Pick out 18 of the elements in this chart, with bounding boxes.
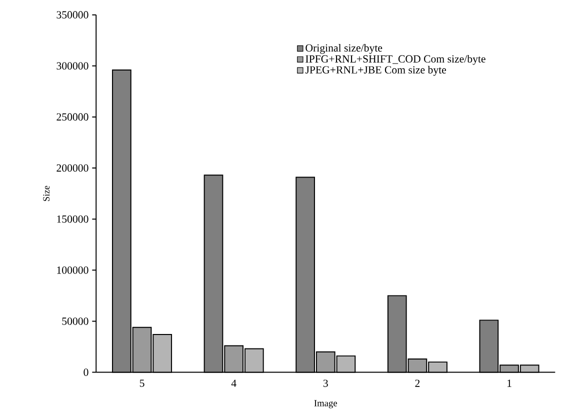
y-tick-label: 100000 (57, 266, 88, 274)
y-tick-label: 150000 (57, 216, 88, 223)
y-tick-label: 300000 (56, 62, 88, 70)
y-tick-label: 200000 (56, 164, 88, 172)
x-tick-label: 2 (415, 380, 420, 388)
x-tick-label: 3 (323, 380, 328, 388)
y-tick-label: 350000 (56, 11, 88, 19)
x-tick-label: 4 (231, 380, 236, 388)
y-tick-label: 250000 (56, 114, 88, 121)
y-axis-title: Size (43, 186, 50, 202)
legend-label: IPFG+RNL+SHIFT_COD Com size/byte (306, 55, 486, 65)
x-tick-label: 1 (508, 380, 512, 388)
y-tick-label: 50000 (62, 318, 88, 326)
x-axis-title: Image (314, 400, 337, 408)
x-tick-label: 5 (140, 380, 144, 388)
y-tick-label: 0 (84, 368, 88, 376)
legend-label: JPEG+RNL+JBE Com size byte (305, 66, 446, 76)
legend-label: Original size/byte (306, 44, 382, 54)
